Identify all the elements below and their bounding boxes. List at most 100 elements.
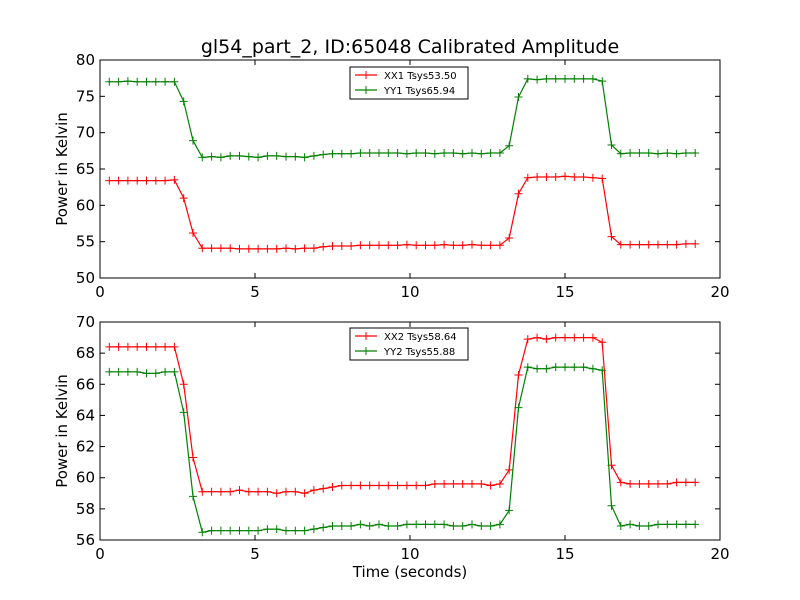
y-tick-label: 60 — [76, 469, 95, 487]
data-point — [254, 244, 263, 253]
data-point — [384, 241, 393, 250]
data-point — [179, 194, 188, 203]
data-point — [468, 479, 476, 488]
data-point — [616, 521, 625, 530]
y-tick-label: 65 — [76, 160, 95, 178]
y-tick-label: 62 — [76, 438, 95, 456]
data-point — [365, 481, 374, 490]
chart-panel-1: 0 5 10 15 20 50 55 60 65 70 75 80 Power in Kelvin XX1… — [53, 51, 730, 301]
data-point — [309, 151, 318, 160]
data-point — [579, 74, 588, 83]
data-point — [681, 520, 690, 529]
y-axis-label: Power in Kelvin — [53, 374, 71, 488]
data-point — [189, 453, 197, 462]
data-point — [514, 403, 523, 412]
data-point — [272, 244, 281, 253]
series-line — [109, 336, 696, 494]
data-point — [542, 172, 551, 181]
data-point — [337, 242, 346, 251]
data-point — [514, 93, 523, 102]
x-tick-label: 10 — [400, 283, 419, 301]
data-point — [347, 521, 356, 530]
data-point — [691, 239, 700, 248]
data-point — [356, 241, 365, 250]
data-point — [449, 241, 458, 250]
data-point — [179, 408, 188, 417]
data-point — [505, 465, 514, 474]
x-tick-label: 20 — [710, 283, 729, 301]
data-point — [226, 526, 235, 535]
data-point — [607, 501, 616, 510]
data-point — [663, 240, 672, 249]
data-point — [626, 240, 635, 249]
data-point — [440, 240, 449, 249]
data-point — [272, 525, 281, 534]
data-point — [235, 244, 244, 253]
data-point — [291, 526, 300, 535]
series-line — [109, 175, 696, 250]
data-point — [244, 244, 253, 253]
data-point — [533, 75, 542, 84]
x-tick-label: 15 — [555, 283, 574, 301]
data-point — [161, 77, 170, 86]
data-point — [105, 77, 114, 86]
legend-entry-label: YY1 Tsys65.94 — [383, 86, 455, 97]
data-point — [375, 481, 383, 490]
data-point — [189, 228, 197, 237]
data-point — [300, 244, 309, 253]
data-point — [421, 520, 430, 529]
series-xx1 — [105, 172, 700, 253]
data-point — [598, 77, 607, 86]
data-point — [114, 176, 123, 185]
data-point — [477, 241, 486, 250]
data-point — [654, 520, 662, 529]
data-point — [282, 152, 290, 161]
legend-swatch-marker — [362, 71, 370, 79]
data-point — [151, 369, 160, 378]
legend-entry-label: YY2 Tsys55.88 — [383, 347, 455, 358]
data-point — [375, 149, 383, 158]
data-point — [421, 481, 430, 490]
data-point — [514, 189, 523, 198]
x-tick-label: 15 — [555, 545, 574, 563]
data-point — [328, 521, 337, 530]
data-point — [114, 367, 123, 376]
legend-frame — [349, 66, 469, 100]
data-point — [263, 525, 272, 534]
data-point — [161, 367, 170, 376]
data-point — [151, 77, 160, 86]
data-point — [570, 363, 579, 372]
data-point — [114, 77, 123, 86]
data-point — [505, 506, 514, 515]
data-point — [495, 149, 504, 158]
data-point — [533, 333, 542, 342]
data-point — [133, 367, 142, 376]
legend: XX1 Tsys53.50 YY1 Tsys65.94 — [349, 66, 469, 100]
data-point — [598, 174, 607, 183]
data-point — [523, 74, 532, 83]
data-point — [365, 521, 374, 530]
data-point — [542, 335, 551, 344]
data-point — [393, 521, 402, 530]
data-point — [244, 526, 253, 535]
data-point — [133, 176, 142, 185]
data-point — [235, 526, 244, 535]
data-point — [123, 367, 132, 376]
data-point — [514, 370, 523, 379]
y-tick-label: 58 — [76, 500, 95, 518]
data-point — [440, 479, 449, 488]
data-point — [207, 526, 216, 535]
data-point — [291, 244, 300, 253]
data-point — [319, 484, 328, 493]
data-point — [551, 333, 560, 342]
data-point — [347, 149, 356, 158]
data-point — [551, 363, 560, 372]
data-point — [161, 176, 170, 185]
data-point — [272, 151, 281, 160]
x-tick-label: 20 — [710, 545, 729, 563]
data-point — [542, 364, 551, 373]
data-point — [142, 77, 151, 86]
data-point — [328, 483, 337, 492]
